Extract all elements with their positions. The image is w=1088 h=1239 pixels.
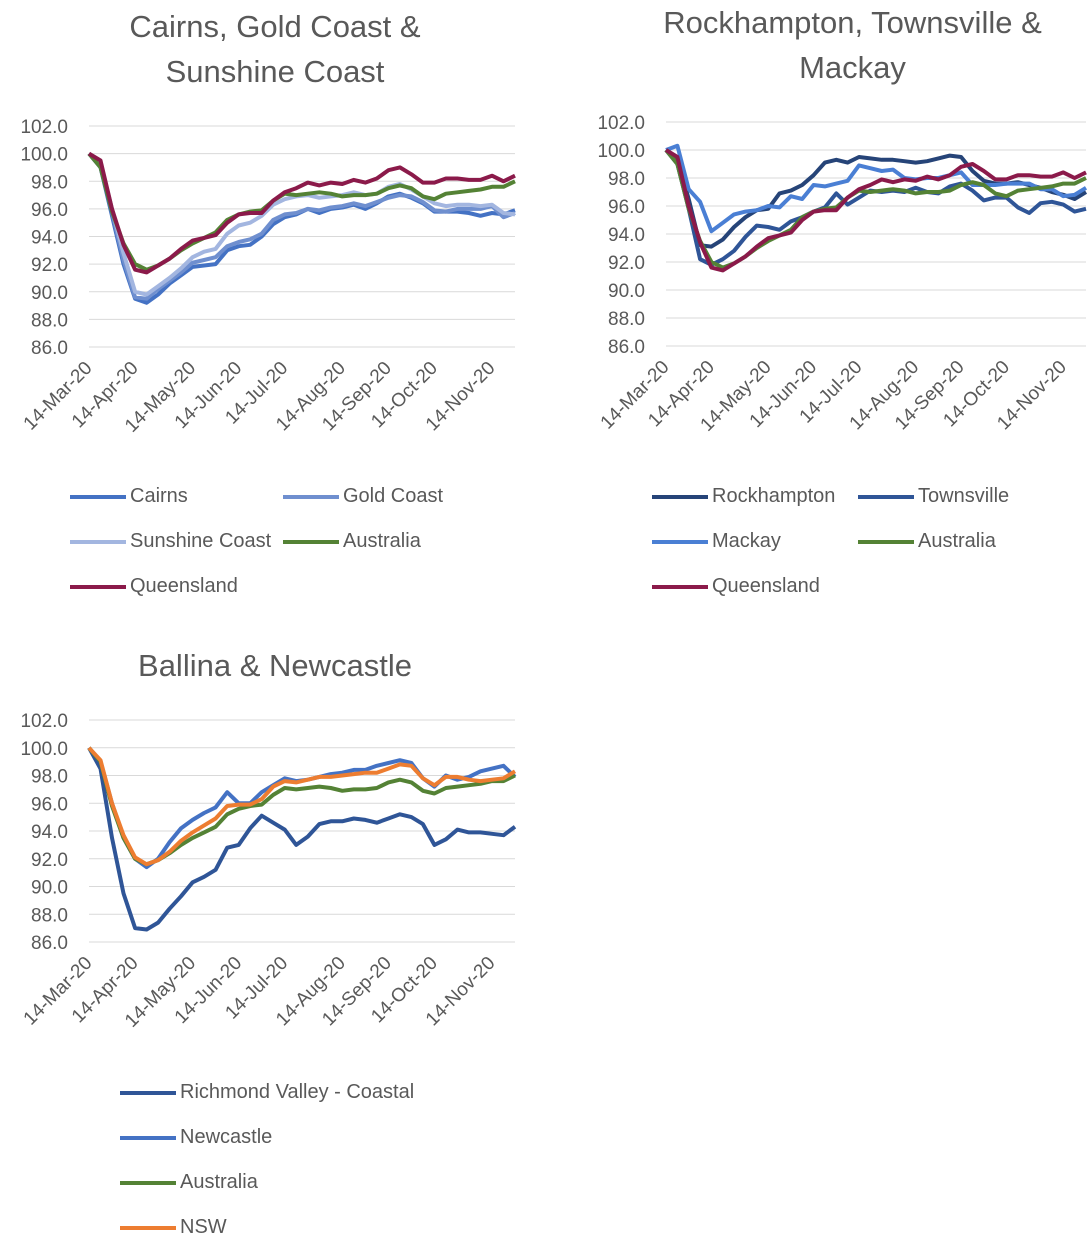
- series-line: [87, 746, 517, 867]
- legend-item: Sunshine Coast: [70, 530, 271, 553]
- chart-title: Cairns, Gold Coast & Sunshine Coast: [129, 9, 421, 89]
- y-tick-label: 96.0: [608, 197, 645, 218]
- legend-swatch: [70, 584, 126, 589]
- legend-label: NSW: [180, 1216, 227, 1238]
- legend-item: Newcastle: [120, 1126, 272, 1149]
- series-line: [664, 148, 1087, 273]
- series-line: [87, 746, 517, 870]
- legend-item: Townsville: [858, 485, 1009, 508]
- y-tick-label: 88.0: [608, 309, 645, 330]
- legend-label: Newcastle: [180, 1126, 273, 1148]
- legend-swatch: [120, 1225, 176, 1230]
- y-tick-label: 88.0: [31, 905, 68, 926]
- y-tick-label: 92.0: [31, 850, 68, 871]
- legend-label: Mackay: [712, 530, 781, 552]
- legend-label: Townsville: [918, 485, 1010, 507]
- legend-item: NSW: [120, 1216, 227, 1239]
- y-tick-label: 96.0: [31, 794, 68, 815]
- legend-label: Cairns: [130, 485, 188, 507]
- legend-swatch: [120, 1090, 176, 1095]
- y-tick-label: 102.0: [20, 117, 68, 138]
- legend-label: Queensland: [130, 575, 238, 597]
- y-tick-label: 98.0: [31, 767, 68, 788]
- chart-title: Ballina & Newcastle: [138, 648, 412, 683]
- y-tick-label: 94.0: [608, 225, 645, 246]
- legend-swatch: [120, 1135, 176, 1140]
- y-tick-label: 86.0: [31, 338, 68, 359]
- y-tick-label: 86.0: [31, 933, 68, 954]
- legend-swatch: [652, 494, 708, 499]
- legend-item: Australia: [858, 530, 996, 553]
- legend-swatch: [858, 494, 914, 499]
- series-line: [87, 152, 516, 301]
- legend-swatch: [858, 539, 914, 544]
- y-tick-label: 94.0: [31, 228, 68, 249]
- y-tick-label: 90.0: [31, 283, 68, 304]
- legend-label: Gold Coast: [343, 485, 444, 507]
- legend-swatch: [70, 494, 126, 499]
- y-tick-label: 92.0: [31, 255, 68, 276]
- legend-swatch: [652, 539, 708, 544]
- y-tick-label: 94.0: [31, 822, 68, 843]
- legend-item: Australia: [120, 1171, 258, 1194]
- y-tick-label: 100.0: [597, 141, 645, 162]
- y-tick-label: 98.0: [31, 172, 68, 193]
- legend-swatch: [283, 494, 339, 499]
- legend-label: Rockhampton: [712, 485, 836, 507]
- legend-swatch: [70, 539, 126, 544]
- y-tick-label: 96.0: [31, 200, 68, 221]
- legend-label: Australia: [180, 1171, 258, 1193]
- series-line: [664, 148, 1087, 267]
- series-line: [87, 152, 516, 305]
- series-line: [664, 148, 1088, 249]
- legend-item: Richmond Valley - Coastal: [120, 1081, 414, 1104]
- y-tick-label: 102.0: [20, 711, 68, 732]
- legend-label: Sunshine Coast: [130, 530, 272, 552]
- legend-label: Queensland: [712, 575, 820, 597]
- legend-swatch: [120, 1180, 176, 1185]
- series-line: [87, 152, 516, 297]
- legend-swatch: [283, 539, 339, 544]
- y-tick-label: 90.0: [608, 281, 645, 302]
- series-line: [87, 746, 517, 932]
- y-tick-label: 100.0: [20, 739, 68, 760]
- y-tick-label: 102.0: [597, 113, 645, 134]
- legend-item: Gold Coast: [283, 485, 443, 508]
- legend-swatch: [652, 584, 708, 589]
- y-tick-label: 92.0: [608, 253, 645, 274]
- y-tick-label: 90.0: [31, 878, 68, 899]
- series-line: [87, 746, 516, 867]
- y-tick-label: 88.0: [31, 310, 68, 331]
- legend-label: Australia: [918, 530, 996, 552]
- y-tick-label: 86.0: [608, 337, 645, 358]
- legend-item: Cairns: [70, 485, 188, 508]
- legend-item: Australia: [283, 530, 421, 553]
- series-line: [87, 151, 516, 275]
- legend-item: Rockhampton: [652, 485, 835, 508]
- legend-item: Queensland: [70, 575, 238, 598]
- legend-item: Mackay: [652, 530, 781, 553]
- legend-label: Australia: [343, 530, 421, 552]
- series-line: [665, 143, 1088, 234]
- y-tick-label: 98.0: [608, 169, 645, 190]
- legend-label: Richmond Valley - Coastal: [180, 1081, 415, 1103]
- chart-title: Rockhampton, Townsville & Mackay: [663, 5, 1042, 85]
- y-tick-label: 100.0: [20, 145, 68, 166]
- legend-item: Queensland: [652, 575, 820, 598]
